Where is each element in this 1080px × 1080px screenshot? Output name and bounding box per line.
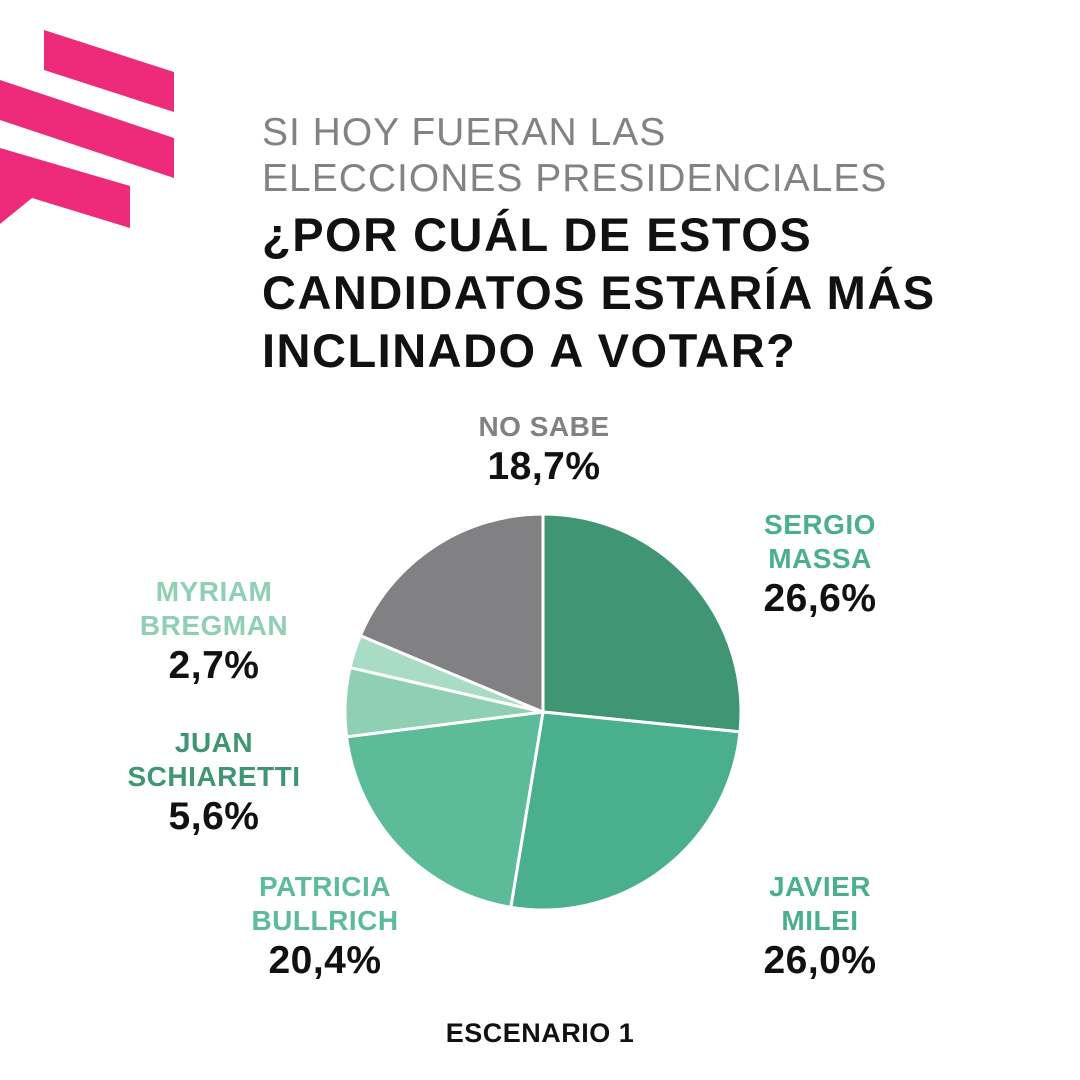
pie-slice-bullrich — [345, 710, 545, 909]
question-line-2: CANDIDATOS ESTARÍA MÁS — [262, 266, 936, 319]
label-bullrich-name-1: PATRICIA — [258, 871, 392, 902]
label-bullrich-name-2: BULLRICH — [251, 905, 399, 936]
label-schiaretti-value: 5,6% — [168, 795, 260, 838]
label-schiaretti: JUAN SCHIARETTI 5,6% — [100, 726, 328, 840]
pie-slice-no-sabe — [358, 512, 545, 714]
label-schiaretti-name-1: JUAN — [174, 727, 254, 758]
question-line-1: ¿POR CUÁL DE ESTOS — [262, 208, 813, 261]
label-milei-name-1: JAVIER — [768, 871, 872, 902]
label-massa-value: 26,6% — [763, 577, 877, 620]
logo-bar-top — [44, 30, 174, 112]
subtitle: SI HOY FUERAN LAS ELECCIONES PRESIDENCIA… — [262, 110, 887, 202]
label-milei: JAVIER MILEI 26,0% — [705, 870, 935, 984]
label-massa-name-2: MASSA — [768, 543, 872, 574]
label-massa: SERGIO MASSA 26,6% — [705, 508, 935, 622]
label-bullrich: PATRICIA BULLRICH 20,4% — [210, 870, 440, 984]
label-bullrich-value: 20,4% — [268, 939, 382, 982]
logo-bar-bottom — [0, 148, 130, 228]
pie-slice-milei — [509, 710, 742, 912]
label-no-sabe-name: NO SABE — [478, 411, 610, 442]
pie-slice-massa — [541, 512, 743, 734]
label-milei-value: 26,0% — [763, 939, 877, 982]
label-milei-name-2: MILEI — [781, 905, 859, 936]
label-no-sabe-value: 18,7% — [487, 445, 601, 488]
label-no-sabe: NO SABE 18,7% — [444, 410, 644, 490]
label-bregman-value: 2,7% — [168, 644, 260, 687]
label-bregman-name-2: BREGMAN — [139, 610, 289, 641]
label-bregman: MYRIAM BREGMAN 2,7% — [100, 575, 328, 689]
label-schiaretti-name-2: SCHIARETTI — [127, 761, 301, 792]
scenario-label: ESCENARIO 1 — [445, 1018, 635, 1048]
question-line-3: INCLINADO A VOTAR? — [262, 324, 797, 377]
label-massa-name-1: SERGIO — [764, 509, 876, 540]
question-title: ¿POR CUÁL DE ESTOS CANDIDATOS ESTARÍA MÁ… — [262, 206, 936, 380]
label-bregman-name-1: MYRIAM — [155, 576, 273, 607]
subtitle-line-1: SI HOY FUERAN LAS — [262, 111, 667, 154]
subtitle-line-2: ELECCIONES PRESIDENCIALES — [262, 157, 888, 200]
brand-logo — [0, 30, 174, 228]
logo-bar-middle — [0, 80, 174, 178]
